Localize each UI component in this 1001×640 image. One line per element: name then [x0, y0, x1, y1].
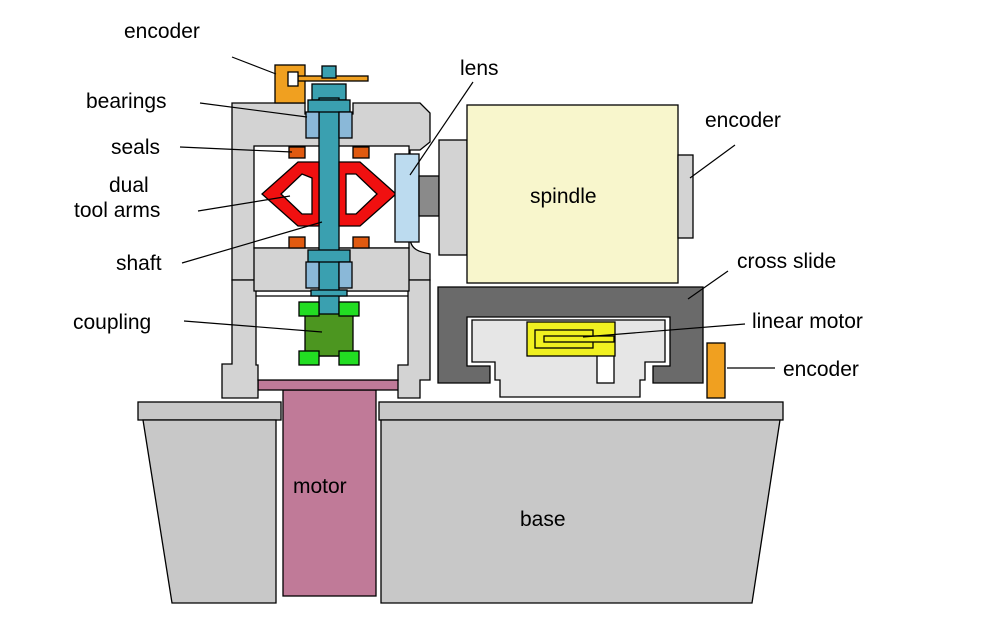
base-left-top-plate: [137, 401, 282, 421]
shaft-top-nut: [321, 65, 337, 79]
label-tool-arms: tool arms: [74, 199, 160, 222]
coupling-body: [304, 313, 354, 357]
tool-arm-right-hole: [345, 173, 378, 215]
encoder-right: [677, 154, 694, 239]
label-bearings: bearings: [86, 90, 167, 113]
bearing-lower-left: [305, 261, 320, 289]
spindle-chuck-inner: [418, 175, 440, 217]
seals: [288, 146, 370, 249]
label-shaft: shaft: [116, 252, 162, 275]
leader-dual-tool-arms: [197, 195, 291, 212]
bearing-upper-right: [338, 111, 353, 139]
cross-slide-assembly: [437, 286, 726, 399]
label-base: base: [520, 508, 566, 531]
spindle-body: [466, 104, 679, 284]
label-dual: dual: [109, 174, 149, 197]
bearing-lower-collar: [307, 249, 351, 263]
label-coupling: coupling: [73, 311, 151, 334]
base-right-block: [380, 419, 781, 604]
label-encoder-right: encoder: [705, 109, 781, 132]
label-encoder-bottom: encoder: [783, 358, 859, 381]
label-motor: motor: [293, 475, 347, 498]
label-encoder-top: encoder: [124, 20, 200, 43]
dual-tool-arms: [261, 161, 397, 227]
leader-coupling: [183, 320, 323, 333]
leader-linear-motor: [582, 323, 746, 338]
tool-arm-left-hole: [280, 173, 313, 215]
shaft-assembly: [274, 64, 369, 357]
labels: encoder bearings seals dual tool arms sh…: [73, 20, 863, 531]
label-spindle: spindle: [530, 185, 597, 208]
slide-rail: [471, 319, 666, 398]
linear-motor-rod: [543, 335, 615, 343]
label-cross-slide: cross slide: [737, 250, 836, 273]
leader-lens: [409, 81, 474, 176]
leader-shaft: [181, 221, 323, 264]
label-linear-motor: linear motor: [752, 310, 863, 333]
spindle-chuck-outer: [438, 139, 468, 256]
motor-body: [282, 389, 377, 597]
seal-bottom-right: [352, 236, 370, 249]
encoder-bottom: [706, 342, 726, 399]
seal-top-left: [288, 146, 306, 159]
bearing-upper-left: [305, 111, 320, 139]
base-right-top-plate: [378, 401, 784, 421]
encoder-top-pin: [287, 71, 299, 87]
leader-encoder-right: [689, 144, 736, 179]
leader-encoder-top: [231, 56, 277, 75]
label-lens: lens: [460, 57, 499, 80]
base-assembly: [137, 401, 784, 604]
label-seals: seals: [111, 136, 160, 159]
cross-slide: [437, 286, 704, 384]
seal-bottom-left: [288, 236, 306, 249]
coupling-block-bottom-right: [338, 350, 360, 366]
leader-cross-slide: [687, 270, 729, 300]
coupling-block-bottom-left: [298, 350, 320, 366]
coupling-block-top-left: [298, 301, 320, 317]
spindle-assembly: [418, 104, 694, 284]
linear-motor: [526, 321, 616, 357]
seal-top-right: [352, 146, 370, 159]
bearing-upper-collar: [307, 99, 351, 113]
shaft-mid-collar: [310, 289, 348, 297]
leader-seals: [179, 146, 293, 153]
coupling-block-top-right: [338, 301, 360, 317]
leader-bearings: [199, 102, 308, 118]
bearing-lower-right: [338, 261, 353, 289]
leader-lines: [179, 56, 775, 369]
base-left-block: [142, 419, 277, 604]
coupling-assembly: [298, 301, 360, 366]
encoder-top-body: [274, 64, 306, 104]
